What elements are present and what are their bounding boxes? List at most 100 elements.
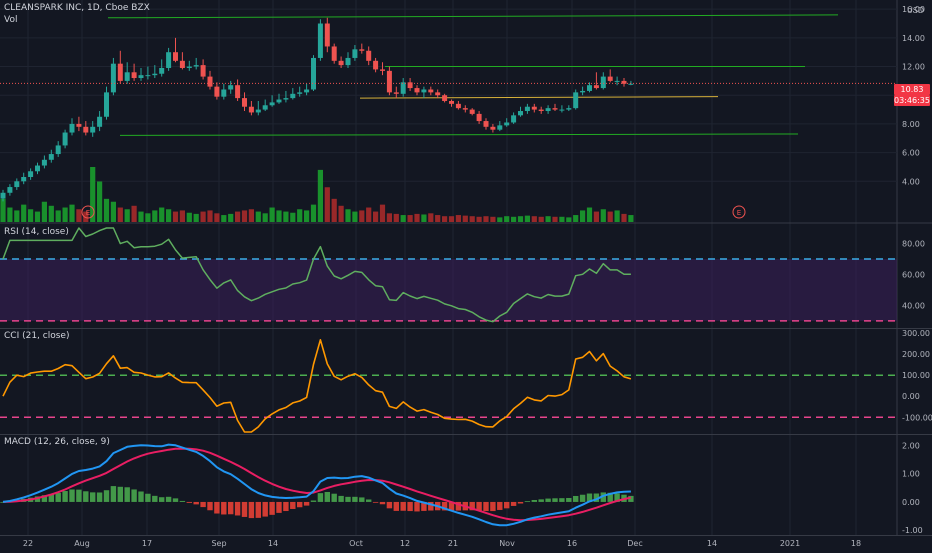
candle-body [228, 85, 234, 90]
candle-body [607, 76, 613, 81]
volume-bar [152, 210, 158, 222]
macd-histogram-bar [248, 501, 255, 519]
macd-histogram-bar [200, 501, 206, 508]
candle-body [393, 92, 399, 94]
volume-bar [586, 207, 593, 222]
macd-histogram-bar [0, 501, 6, 503]
macd-histogram-bar [552, 498, 558, 502]
volume-bar [283, 211, 289, 222]
candle-body [421, 89, 427, 93]
cci-tick-label: 200.00 [902, 350, 930, 359]
candle-body [324, 23, 330, 47]
candle-body [21, 177, 27, 182]
candle-body [83, 126, 89, 133]
rsi-legend[interactable]: RSI (14, close) [4, 227, 69, 237]
candle-body [186, 66, 192, 68]
macd-histogram-bar [297, 501, 303, 508]
volume-bar [159, 207, 165, 222]
volume-bar [255, 211, 261, 222]
macd-histogram-bar [290, 501, 296, 509]
macd-histogram-bar [338, 495, 344, 502]
macd-histogram-bar [359, 497, 365, 502]
candle-body [0, 192, 6, 199]
macd-histogram-bar [469, 501, 475, 511]
macd-histogram-bar [117, 486, 123, 502]
volume-bar [69, 204, 75, 222]
macd-histogram-bar [110, 486, 117, 502]
volume-bar [448, 216, 455, 222]
time-tick-label: Aug [74, 539, 90, 548]
rsi-tick-label: 40.00 [902, 301, 925, 310]
time-tick-label: 14 [707, 539, 717, 548]
volume-bar [166, 209, 172, 222]
volume-bar [566, 217, 572, 222]
volume-legend[interactable]: Vol [4, 15, 18, 25]
macd-histogram-bar [531, 499, 537, 502]
candle-body [593, 85, 599, 89]
macd-histogram-bar [276, 501, 282, 513]
macd-histogram-bar [179, 500, 186, 502]
macd-histogram-bar [152, 495, 158, 502]
candle-body [262, 105, 268, 110]
volume-bar [55, 210, 61, 222]
macd-histogram-bar [407, 501, 413, 512]
volume-bar [538, 216, 544, 222]
price-tick-label: 8.00 [902, 120, 920, 129]
candle-body [14, 181, 20, 188]
volume-bar [131, 205, 137, 222]
time-tick-label: Oct [349, 539, 363, 548]
volume-bar [28, 209, 34, 222]
volume-bar [200, 211, 206, 222]
volume-bar [545, 216, 551, 222]
macd-histogram-bar [331, 493, 337, 502]
macd-histogram-bar [207, 501, 213, 511]
volume-bar [386, 213, 392, 222]
resistance-trendline [107, 14, 839, 19]
candle-body [338, 60, 344, 66]
candle-body [317, 23, 323, 58]
volume-bar [345, 209, 351, 222]
volume-bar [476, 216, 482, 222]
macd-histogram-bar [193, 501, 199, 505]
candle-body [138, 75, 144, 79]
volume-bar [90, 167, 96, 222]
candle-body [200, 65, 206, 77]
candle-body [455, 103, 461, 109]
macd-histogram-bar [303, 501, 310, 506]
symbol-legend[interactable]: CLEANSPARK INC, 1D, Cboe BZX [4, 3, 150, 13]
volume-bar [14, 210, 20, 222]
candle-body [7, 187, 13, 193]
cci-tick-label: 300.00 [902, 329, 930, 338]
candle-body [345, 57, 351, 66]
candle-body [173, 52, 178, 61]
volume-bar [600, 209, 606, 222]
volume-bar [483, 216, 489, 222]
macd-histogram-bar [234, 501, 241, 516]
volume-bar [62, 207, 68, 222]
macd-legend[interactable]: MACD (12, 26, close, 9) [4, 437, 110, 447]
candle-body [442, 95, 448, 101]
volume-bar [338, 205, 344, 222]
macd-histogram-bar [607, 492, 613, 502]
time-tick-label: 16 [567, 539, 577, 548]
candle-body [490, 126, 496, 130]
currency-label: USD [907, 6, 924, 15]
candle-body [428, 89, 434, 93]
candle-body [469, 109, 475, 114]
cci-legend[interactable]: CCI (21, close) [4, 331, 70, 341]
macd-histogram-bar [573, 495, 579, 502]
macd-histogram-bar [310, 500, 317, 502]
macd-histogram-bar [600, 492, 606, 502]
candle-body [504, 122, 510, 126]
macd-histogram-bar [366, 499, 372, 502]
volume-bar [276, 210, 282, 222]
candle-body [331, 46, 337, 61]
volume-bar [241, 210, 248, 222]
volume-bar [400, 215, 406, 222]
volume-bar [41, 201, 47, 222]
volume-bar [248, 209, 254, 222]
volume-bar [179, 210, 185, 222]
macd-histogram-bar [448, 501, 455, 511]
candle-body [159, 67, 165, 74]
